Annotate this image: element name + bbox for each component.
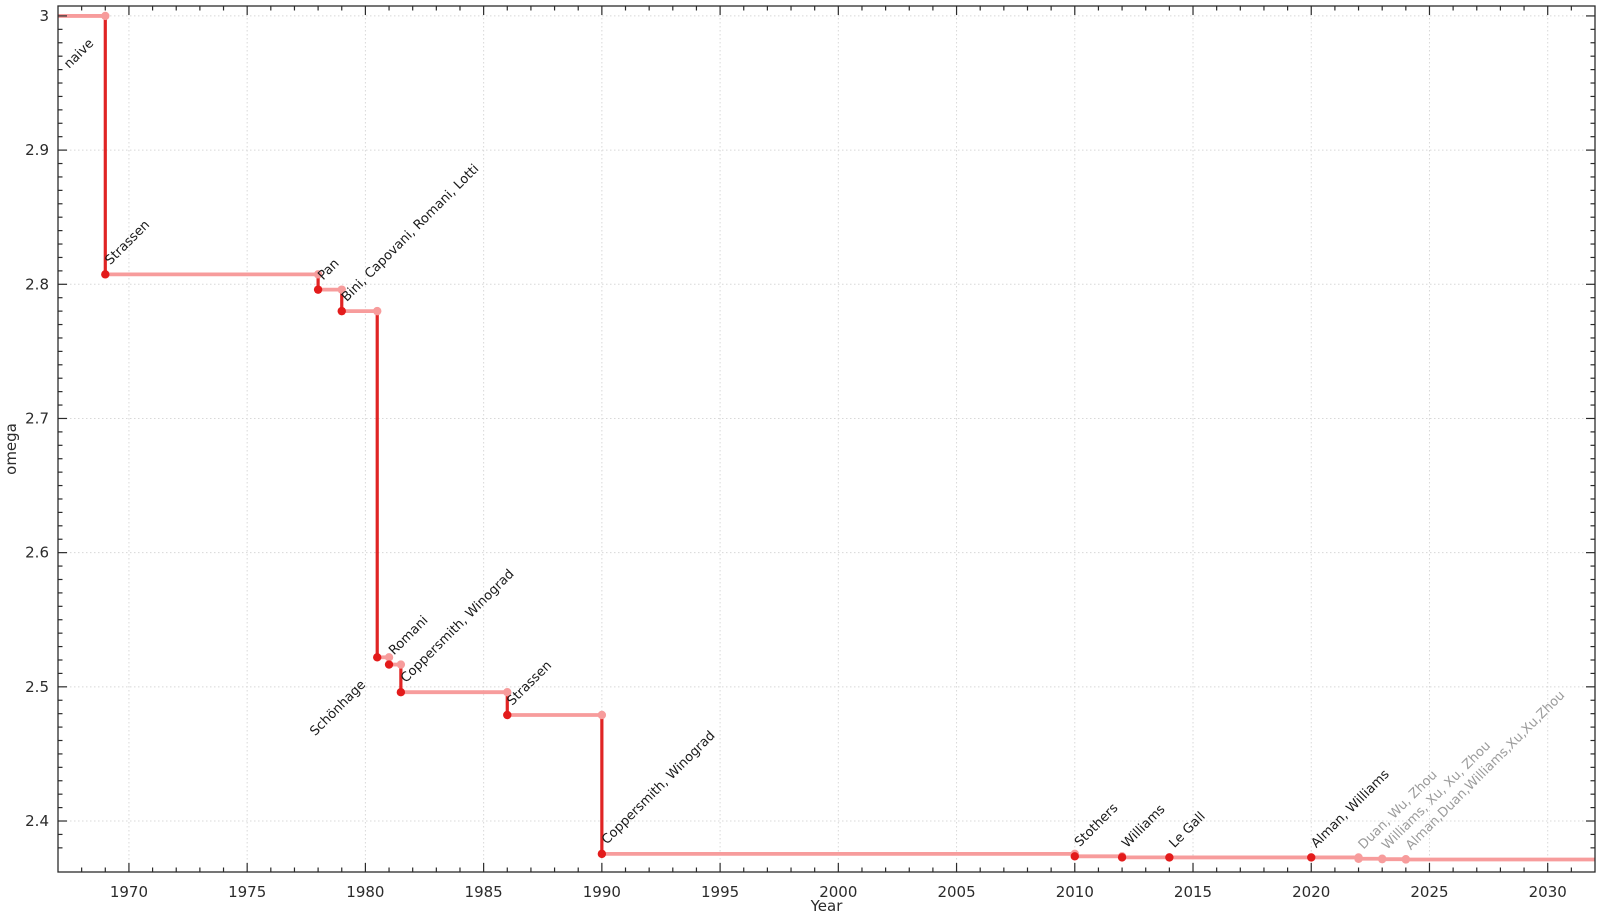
point-label: Williams	[1119, 802, 1168, 851]
record-dot	[1070, 852, 1079, 861]
x-tick-label: 2015	[1174, 883, 1212, 901]
plot-border	[57, 5, 1596, 873]
x-tick-label: 2020	[1292, 883, 1330, 901]
record-dot	[597, 849, 607, 859]
x-tick-label: 1995	[701, 883, 739, 901]
x-tick-label: 2005	[937, 883, 975, 901]
record-dot	[384, 660, 394, 669]
point-label: Le Gall	[1167, 809, 1209, 851]
x-tick-label: 2030	[1529, 883, 1567, 901]
record-dot	[337, 306, 346, 316]
record-dot	[1307, 853, 1316, 862]
record-dot-muted	[1401, 855, 1411, 864]
record-dot	[101, 270, 110, 279]
axis-ticks	[58, 6, 1595, 872]
y-tick-label: 2.4	[25, 812, 49, 830]
record-dot	[373, 653, 382, 662]
x-tick-label: 1990	[583, 883, 621, 901]
record-dot	[396, 687, 406, 697]
x-tick-label: 2010	[1056, 883, 1094, 901]
record-dot	[1165, 853, 1174, 862]
axis-tick-labels: 1970 1975 1980 1985 1990 1995 2000 2005 2010 2015…	[25, 7, 1567, 901]
x-tick-label: 1975	[228, 883, 266, 901]
y-tick-label: 2.6	[25, 544, 49, 562]
y-tick-label: 2.8	[25, 275, 49, 293]
hold-dot	[101, 11, 110, 21]
grid-lines	[58, 6, 1595, 872]
point-label: Bini, Capovani, Romani, Lotti	[339, 162, 482, 305]
record-dot-muted	[1354, 854, 1363, 863]
y-tick-label: 2.9	[25, 141, 49, 159]
y-tick-label: 3	[39, 7, 49, 25]
y-tick-label: 2.5	[25, 678, 49, 696]
x-tick-label: 2000	[819, 883, 857, 901]
point-label: Strassen	[504, 658, 555, 709]
hold-dot	[503, 687, 512, 697]
record-dot	[1117, 853, 1127, 862]
hold-dot	[597, 710, 607, 720]
point-label: Coppersmith, Winograd	[599, 728, 718, 847]
point-label: naive	[61, 36, 97, 72]
y-axis-title: omega	[2, 423, 20, 475]
hold-dot	[337, 285, 346, 294]
omega-step-series	[58, 11, 1595, 864]
y-tick-label: 2.7	[25, 409, 49, 427]
record-dot	[313, 285, 323, 294]
hold-dot	[313, 270, 323, 279]
x-axis-title: Year	[810, 897, 844, 915]
hold-dot	[384, 653, 394, 662]
point-label: Williams, Xu, Xu, Zhou	[1379, 739, 1493, 853]
x-tick-label: 1970	[110, 883, 148, 901]
x-tick-label: 2025	[1410, 883, 1448, 901]
x-tick-label: 1985	[465, 883, 503, 901]
record-dot	[503, 710, 512, 720]
x-tick-label: 1980	[346, 883, 384, 901]
hold-dot	[396, 660, 406, 669]
record-dot-muted	[1377, 854, 1387, 864]
point-label: Stothers	[1072, 801, 1121, 850]
hold-dot	[373, 306, 382, 316]
point-label: Strassen	[103, 218, 154, 269]
axes-frame	[57, 5, 1596, 873]
